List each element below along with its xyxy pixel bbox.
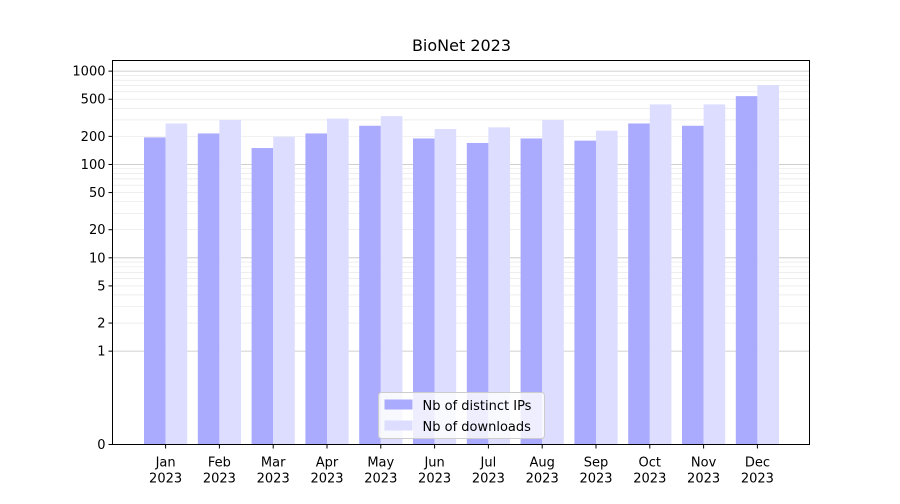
bar-downloads (434, 128, 457, 445)
bars-layer (144, 85, 779, 445)
y-tick-label: 50 (89, 186, 106, 201)
x-tick-label: Feb 2023 (203, 456, 236, 487)
bar-distinct-ips (628, 123, 650, 445)
x-tick-label: Jul 2023 (472, 456, 505, 487)
x-tick-label: Sep 2023 (579, 456, 612, 487)
bar-distinct-ips (413, 138, 435, 445)
x-tick-label: Nov 2023 (687, 456, 720, 487)
bar-distinct-ips (520, 138, 543, 445)
bar-distinct-ips (735, 96, 758, 445)
legend: Nb of distinct IPs Nb of downloads (378, 392, 545, 439)
bar-downloads (488, 127, 510, 445)
bar-downloads (649, 104, 672, 445)
x-tick-label: May 2023 (364, 456, 397, 487)
bar-downloads (542, 119, 564, 445)
bar-distinct-ips (251, 148, 274, 445)
bar-distinct-ips (466, 142, 489, 445)
plot-frame (112, 60, 810, 445)
bar-downloads (273, 136, 295, 445)
legend-label: Nb of downloads (423, 420, 532, 435)
y-axis: 0 1 2 5 10 20 50 100 200 500 1000 (72, 65, 113, 453)
y-tick-label: 500 (81, 93, 106, 108)
bar-downloads (327, 118, 349, 445)
bar-distinct-ips (144, 137, 166, 445)
y-tick-label: 0 (97, 438, 105, 453)
x-tick-label: Dec 2023 (741, 456, 774, 487)
bar-distinct-ips (682, 125, 704, 445)
y-tick-label: 5 (97, 279, 105, 294)
x-tick-label: Apr 2023 (310, 456, 343, 487)
x-tick-label: Aug 2023 (526, 456, 559, 487)
legend-label: Nb of distinct IPs (423, 399, 532, 414)
y-tick-label: 20 (89, 223, 106, 238)
legend-box (378, 392, 545, 439)
x-tick-label: Mar 2023 (257, 456, 290, 487)
bar-downloads (596, 130, 618, 445)
x-tick-label: Jun 2023 (418, 456, 451, 487)
bar-downloads (380, 116, 403, 445)
x-axis: Jan 2023 Feb 2023 Mar 2023 Apr 2023 May 2023 Jun 20… (149, 444, 774, 487)
legend-swatch (384, 420, 413, 431)
bar-downloads (757, 85, 779, 445)
y-tick-label: 100 (81, 158, 106, 173)
legend-swatch (384, 399, 413, 410)
bar-downloads (165, 123, 188, 445)
bar-distinct-ips (574, 140, 596, 445)
x-tick-label: Oct 2023 (633, 456, 666, 487)
x-tick-label: Jan 2023 (149, 456, 182, 487)
bar-distinct-ips (359, 125, 381, 445)
chart-title: BioNet 2023 (412, 36, 511, 55)
y-tick-label: 1 (97, 345, 105, 360)
bar-distinct-ips (197, 133, 220, 445)
y-tick-label: 1000 (72, 65, 105, 80)
y-tick-label: 2 (97, 317, 105, 332)
y-tick-label: 10 (89, 251, 106, 266)
bar-downloads (219, 119, 241, 445)
bar-distinct-ips (305, 133, 327, 445)
y-tick-label: 200 (81, 130, 106, 145)
bar-downloads (703, 104, 726, 445)
